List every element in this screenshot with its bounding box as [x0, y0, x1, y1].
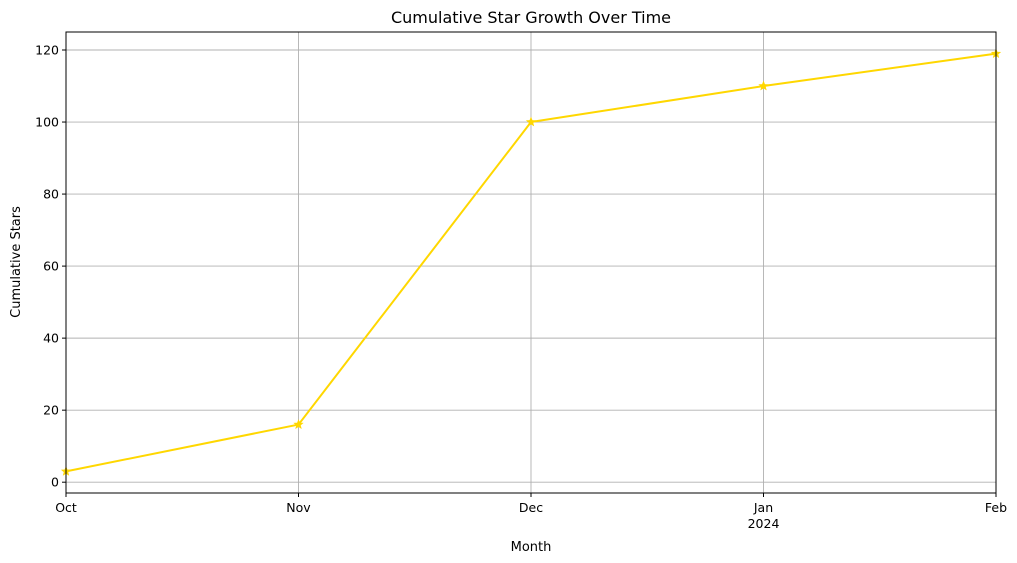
y-tick-label: 80 — [43, 187, 59, 202]
data-point-star — [293, 419, 304, 429]
x-axis-label: Month — [511, 540, 552, 555]
x-tick-label: Nov — [286, 500, 311, 515]
x-tick-label: Jan — [753, 500, 773, 515]
x-tick-label: Feb — [985, 500, 1007, 515]
y-tick-label: 120 — [35, 43, 59, 58]
y-tick-label: 60 — [43, 259, 59, 274]
grid-lines — [65, 32, 997, 493]
x-tick-label: Oct — [55, 500, 77, 515]
y-axis-ticks: 0 20 40 60 80 100 120 — [35, 43, 66, 490]
x-tick-sublabel: 2024 — [748, 516, 780, 531]
y-tick-label: 40 — [43, 331, 59, 346]
x-tick-label: Dec — [519, 500, 543, 515]
y-tick-label: 0 — [51, 475, 59, 490]
y-tick-label: 20 — [43, 403, 59, 418]
data-point-star — [525, 116, 537, 127]
y-tick-label: 100 — [35, 115, 59, 130]
data-point-star — [758, 80, 769, 91]
chart-title: Cumulative Star Growth Over Time — [391, 8, 671, 27]
y-axis-label: Cumulative Stars — [9, 206, 24, 318]
